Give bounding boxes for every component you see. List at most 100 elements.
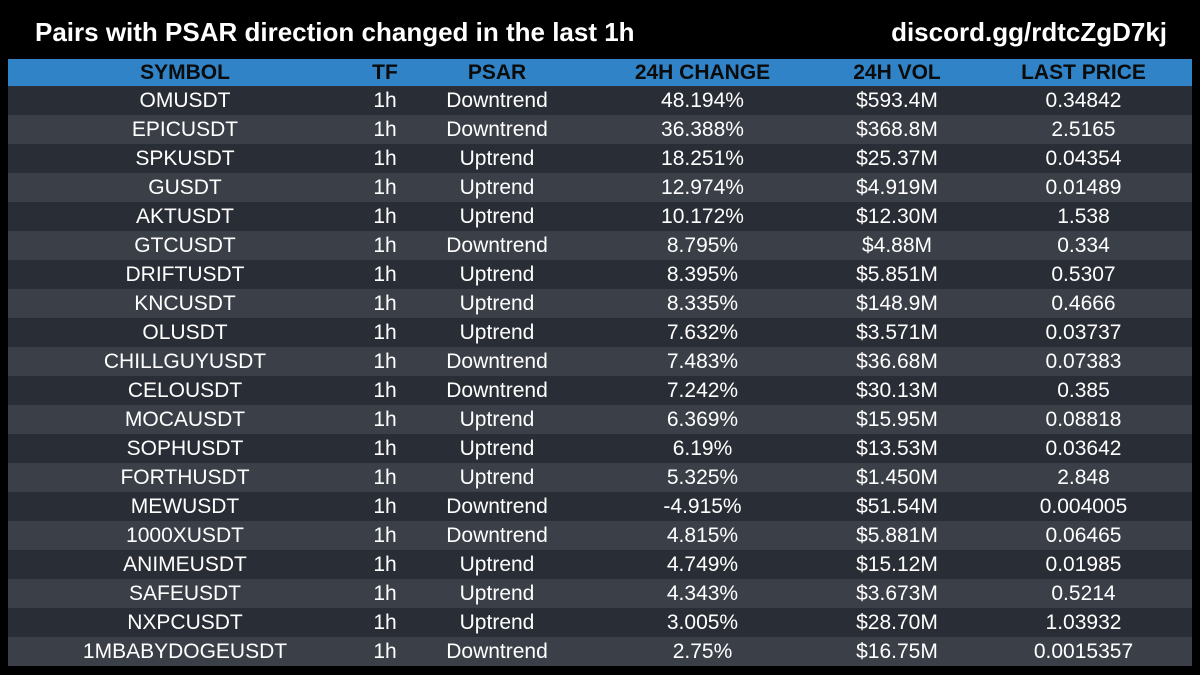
price-cell: 0.5307: [1051, 263, 1116, 286]
symbol-cell: CELOUSDT: [127, 379, 243, 402]
table-header: SYMBOL TF PSAR 24H CHANGE 24H VOL LAST P…: [8, 59, 1192, 86]
volume-cell: $4.919M: [856, 176, 938, 199]
change-cell: 4.815%: [666, 524, 739, 547]
volume-cell: $25.37M: [856, 147, 938, 170]
change-cell: 6.19%: [672, 437, 733, 460]
price-cell: 0.04354: [1045, 147, 1122, 170]
price-cell: 0.08818: [1045, 408, 1122, 431]
column-header-last-price[interactable]: LAST PRICE: [1021, 61, 1146, 84]
header: Pairs with PSAR direction changed in the…: [0, 0, 1200, 60]
table-row[interactable]: OMUSDT 1h Downtrend 48.194% $593.4M 0.34842: [8, 86, 1192, 115]
symbol-cell: GTCUSDT: [134, 234, 236, 257]
tf-cell: 1h: [373, 263, 397, 286]
tf-cell: 1h: [373, 147, 397, 170]
price-cell: 0.385: [1057, 379, 1110, 402]
psar-cell: Uptrend: [459, 321, 535, 344]
psar-cell: Downtrend: [446, 495, 548, 518]
tf-cell: 1h: [373, 640, 397, 663]
volume-cell: $3.673M: [856, 582, 938, 605]
symbol-cell: CHILLGUYUSDT: [103, 350, 267, 373]
psar-cell: Downtrend: [446, 118, 548, 141]
symbol-cell: FORTHUSDT: [120, 466, 250, 489]
table-row[interactable]: AKTUSDT 1h Uptrend 10.172% $12.30M 1.538: [8, 202, 1192, 231]
volume-cell: $16.75M: [856, 640, 938, 663]
psar-cell: Uptrend: [459, 437, 535, 460]
discord-link[interactable]: discord.gg/rdtcZgD7kj: [891, 17, 1167, 47]
column-header-symbol[interactable]: SYMBOL: [140, 61, 230, 84]
psar-table: SYMBOL TF PSAR 24H CHANGE 24H VOL LAST P…: [8, 59, 1192, 666]
table-body: OMUSDT 1h Downtrend 48.194% $593.4M 0.34842 EP…: [8, 86, 1192, 666]
table-row[interactable]: SAFEUSDT 1h Uptrend 4.343% $3.673M 0.5214: [8, 579, 1192, 608]
table-row[interactable]: EPICUSDT 1h Downtrend 36.388% $368.8M 2.5165: [8, 115, 1192, 144]
table-row[interactable]: CELOUSDT 1h Downtrend 7.242% $30.13M 0.385: [8, 376, 1192, 405]
change-cell: 4.343%: [666, 582, 739, 605]
psar-cell: Downtrend: [446, 89, 548, 112]
tf-cell: 1h: [373, 205, 397, 228]
column-header-psar[interactable]: PSAR: [467, 61, 527, 84]
table-row[interactable]: MEWUSDT 1h Downtrend -4.915% $51.54M 0.004005: [8, 492, 1192, 521]
psar-cell: Downtrend: [446, 640, 548, 663]
volume-cell: $4.88M: [861, 234, 933, 257]
table-row[interactable]: GTCUSDT 1h Downtrend 8.795% $4.88M 0.334: [8, 231, 1192, 260]
change-cell: 6.369%: [666, 408, 739, 431]
column-header-tf[interactable]: TF: [372, 61, 398, 84]
table-row[interactable]: 1000XUSDT 1h Downtrend 4.815% $5.881M 0.06465: [8, 521, 1192, 550]
table-row[interactable]: ANIMEUSDT 1h Uptrend 4.749% $15.12M 0.01985: [8, 550, 1192, 579]
price-cell: 0.03642: [1045, 437, 1122, 460]
price-cell: 0.06465: [1045, 524, 1122, 547]
volume-cell: $30.13M: [856, 379, 938, 402]
table-row[interactable]: 1MBABYDOGEUSDT 1h Downtrend 2.75% $16.75M 0.0…: [8, 637, 1192, 666]
change-cell: 3.005%: [666, 611, 739, 634]
table-row[interactable]: MOCAUSDT 1h Uptrend 6.369% $15.95M 0.08818: [8, 405, 1192, 434]
change-cell: 10.172%: [661, 205, 744, 228]
column-header-24h-vol[interactable]: 24H VOL: [853, 61, 941, 84]
price-cell: 2.848: [1057, 466, 1110, 489]
symbol-cell: 1MBABYDOGEUSDT: [82, 640, 288, 663]
psar-cell: Uptrend: [459, 292, 535, 315]
table-row[interactable]: FORTHUSDT 1h Uptrend 5.325% $1.450M 2.848: [8, 463, 1192, 492]
change-cell: 7.483%: [666, 350, 739, 373]
psar-cell: Uptrend: [459, 466, 535, 489]
volume-cell: $15.12M: [856, 553, 938, 576]
table-row[interactable]: NXPCUSDT 1h Uptrend 3.005% $28.70M 1.03932: [8, 608, 1192, 637]
psar-cell: Uptrend: [459, 408, 535, 431]
tf-cell: 1h: [373, 582, 397, 605]
volume-cell: $51.54M: [856, 495, 938, 518]
table-row[interactable]: SPKUSDT 1h Uptrend 18.251% $25.37M 0.04354: [8, 144, 1192, 173]
psar-cell: Uptrend: [459, 611, 535, 634]
change-cell: 7.632%: [666, 321, 739, 344]
volume-cell: $12.30M: [856, 205, 938, 228]
symbol-cell: EPICUSDT: [131, 118, 239, 141]
change-cell: 4.749%: [666, 553, 739, 576]
change-cell: 2.75%: [672, 640, 733, 663]
tf-cell: 1h: [373, 292, 397, 315]
price-cell: 0.01985: [1045, 553, 1122, 576]
psar-cell: Downtrend: [446, 350, 548, 373]
column-header-24h-change[interactable]: 24H CHANGE: [634, 61, 771, 84]
table-row[interactable]: OLUSDT 1h Uptrend 7.632% $3.571M 0.03737: [8, 318, 1192, 347]
psar-cell: Downtrend: [446, 524, 548, 547]
symbol-cell: ANIMEUSDT: [123, 553, 247, 576]
change-cell: 12.974%: [661, 176, 744, 199]
change-cell: 8.795%: [666, 234, 739, 257]
table-row[interactable]: CHILLGUYUSDT 1h Downtrend 7.483% $36.68M 0.07…: [8, 347, 1192, 376]
volume-cell: $5.881M: [856, 524, 938, 547]
volume-cell: $3.571M: [856, 321, 938, 344]
tf-cell: 1h: [373, 234, 397, 257]
change-cell: 5.325%: [666, 466, 739, 489]
psar-cell: Uptrend: [459, 205, 535, 228]
volume-cell: $15.95M: [856, 408, 938, 431]
table-row[interactable]: DRIFTUSDT 1h Uptrend 8.395% $5.851M 0.5307: [8, 260, 1192, 289]
psar-cell: Downtrend: [446, 379, 548, 402]
psar-cell: Uptrend: [459, 582, 535, 605]
table-row[interactable]: GUSDT 1h Uptrend 12.974% $4.919M 0.01489: [8, 173, 1192, 202]
symbol-cell: MOCAUSDT: [124, 408, 246, 431]
tf-cell: 1h: [373, 611, 397, 634]
change-cell: 7.242%: [666, 379, 739, 402]
symbol-cell: KNCUSDT: [134, 292, 236, 315]
table-row[interactable]: SOPHUSDT 1h Uptrend 6.19% $13.53M 0.03642: [8, 434, 1192, 463]
price-cell: 0.4666: [1051, 292, 1116, 315]
tf-cell: 1h: [373, 495, 397, 518]
table-row[interactable]: KNCUSDT 1h Uptrend 8.335% $148.9M 0.4666: [8, 289, 1192, 318]
symbol-cell: OLUSDT: [142, 321, 228, 344]
